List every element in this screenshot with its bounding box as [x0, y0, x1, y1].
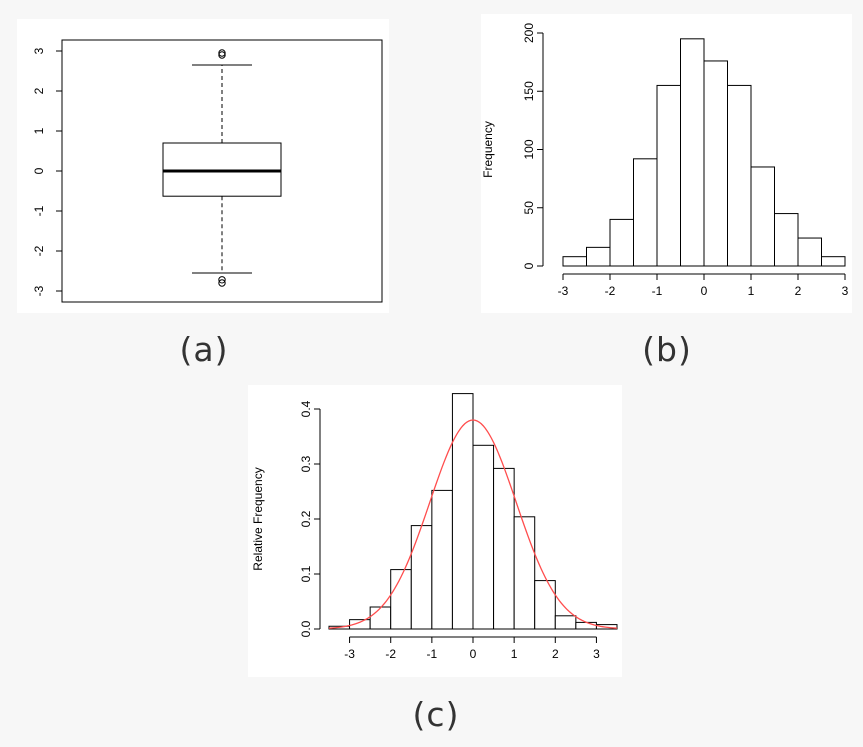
histogram-bar: [609, 218, 634, 267]
histogram-bar: [513, 516, 536, 630]
histogram-bar: [451, 393, 474, 630]
y-tick-label: 0.2: [299, 510, 313, 527]
histogram-bar: [369, 606, 392, 630]
caption-c: (c): [412, 695, 460, 734]
histogram-bar: [727, 84, 752, 267]
x-tick-label: 3: [593, 647, 600, 661]
normal-density-curve: [328, 419, 618, 629]
x-tick-label: 0: [470, 647, 477, 661]
outlier-point: [218, 49, 226, 57]
y-axis-title: Frequency: [481, 121, 495, 178]
y-tick-label: 100: [522, 139, 536, 159]
x-tick-label: 3: [842, 284, 849, 298]
y-tick-label: 0.1: [299, 565, 313, 582]
x-tick-label: -3: [558, 284, 569, 298]
histogram-bar: [656, 84, 681, 267]
histogram-bar: [633, 158, 658, 267]
outlier-point: [218, 279, 226, 287]
y-tick-label: 1: [32, 127, 46, 134]
histogram-relative-chart: -3 -2 -1 0 1 2 3 0.0 0.1 0.2 0.3 0.4 Relative Freque…: [251, 393, 618, 661]
y-tick-label: 200: [522, 23, 536, 43]
histogram-bar: [575, 621, 597, 630]
y-tick-label: 150: [522, 81, 536, 101]
histogram-frequency-chart: -3 -2 -1 0 1 2 3 0 50 100 150 200 Frequency: [481, 23, 849, 298]
y-tick-label: 0.0: [299, 620, 313, 637]
x-tick-label: 0: [701, 284, 708, 298]
x-tick-label: 2: [795, 284, 802, 298]
y-tick-label: 0.4: [299, 400, 313, 417]
x-tick-label: 2: [552, 647, 559, 661]
caption-a: (a): [179, 330, 229, 369]
histogram-bar: [797, 237, 822, 267]
x-tick-label: -3: [344, 647, 355, 661]
histogram-relative-panel: -3 -2 -1 0 1 2 3 0.0 0.1 0.2 0.3 0.4 Relative Freque…: [248, 385, 622, 677]
histogram-bar: [410, 525, 433, 630]
histogram-bar: [703, 60, 728, 267]
histogram-bar: [562, 256, 587, 267]
histogram-bar: [680, 38, 705, 267]
y-tick-label: -2: [32, 245, 46, 256]
boxplot-panel: -3 -2 -1 0 1 2 3: [17, 19, 389, 313]
x-tick-label: -1: [427, 647, 438, 661]
y-tick-label: 0: [522, 262, 536, 269]
histogram-bar: [821, 256, 846, 267]
histogram-bar: [554, 615, 577, 630]
y-tick-label: -3: [32, 285, 46, 296]
y-tick-label: 2: [32, 87, 46, 94]
histogram-bar: [750, 166, 775, 267]
x-tick-label: -2: [385, 647, 396, 661]
y-tick-label: 0: [32, 167, 46, 174]
histogram-bar: [493, 467, 515, 630]
y-tick-label: 50: [522, 201, 536, 215]
histogram-bar: [534, 580, 556, 630]
histogram-bar: [390, 569, 412, 630]
y-tick-label: -1: [32, 205, 46, 216]
histogram-bar: [431, 489, 453, 630]
outlier-point: [218, 276, 226, 284]
x-tick-label: -2: [605, 284, 616, 298]
histogram-bar: [586, 246, 611, 267]
outlier-point: [218, 51, 226, 59]
x-tick-label: -1: [652, 284, 663, 298]
y-tick-label: 3: [32, 47, 46, 54]
x-tick-label: 1: [748, 284, 755, 298]
x-tick-label: 1: [511, 647, 518, 661]
boxplot-chart: -3 -2 -1 0 1 2 3: [32, 39, 383, 303]
caption-b: (b): [642, 330, 692, 369]
y-axis-title: Relative Frequency: [251, 467, 265, 570]
histogram-bar: [472, 444, 495, 630]
histogram-bar: [774, 213, 799, 267]
y-tick-label: 0.3: [299, 455, 313, 472]
histogram-frequency-panel: -3 -2 -1 0 1 2 3 0 50 100 150 200 Frequency: [481, 14, 852, 313]
